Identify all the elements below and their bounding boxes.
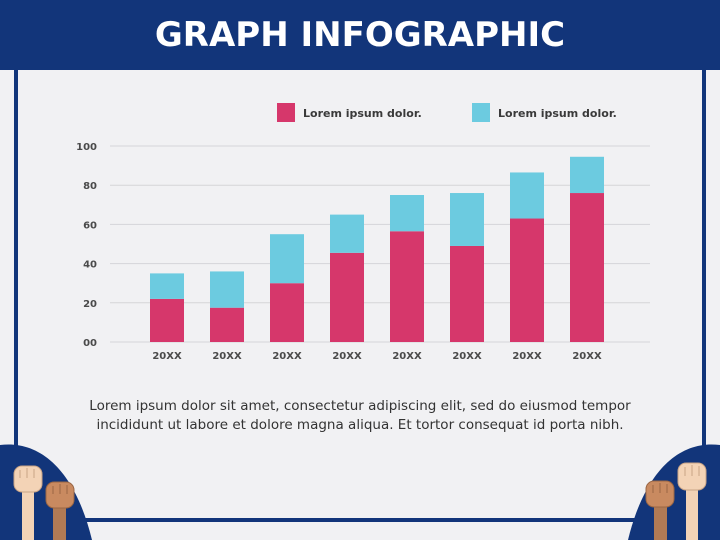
bar-segment-series-1 xyxy=(390,231,424,342)
chart-legend: Lorem ipsum dolor. Lorem ipsum dolor. xyxy=(277,103,617,122)
x-tick-label: 20XX xyxy=(452,351,482,362)
x-tick-label: 20XX xyxy=(212,351,242,362)
y-tick-label: 60 xyxy=(83,220,97,231)
bar-segment-series-2 xyxy=(510,172,544,219)
bar-segment-series-2 xyxy=(570,156,604,194)
legend-label-series-1: Lorem ipsum dolor. xyxy=(303,107,422,120)
raised-fists-right-illustration xyxy=(628,444,720,540)
chart-gridlines xyxy=(110,145,650,343)
bar-segment-series-2 xyxy=(150,273,184,299)
y-tick-label: 00 xyxy=(83,338,97,349)
x-tick-label: 20XX xyxy=(332,351,362,362)
x-tick-label: 20XX xyxy=(572,351,602,362)
legend-swatch-series-1 xyxy=(277,103,295,122)
y-axis-ticks: 00 20 40 60 80 100 xyxy=(76,142,97,349)
bar-segment-series-1 xyxy=(510,218,544,342)
bar-segment-series-2 xyxy=(330,214,364,253)
y-tick-label: 100 xyxy=(76,142,97,153)
y-tick-label: 20 xyxy=(83,299,97,310)
bar-segment-series-2 xyxy=(210,271,244,308)
frame-left-border xyxy=(14,70,18,522)
bar-segment-series-2 xyxy=(270,234,304,284)
bar-segment-series-1 xyxy=(330,252,364,342)
header-bar xyxy=(0,0,720,70)
x-tick-label: 20XX xyxy=(392,351,422,362)
raised-fists-left-illustration xyxy=(0,444,92,540)
bar-segment-series-1 xyxy=(570,193,604,342)
bar-segment-series-1 xyxy=(270,283,304,342)
x-tick-label: 20XX xyxy=(512,351,542,362)
bar-segment-series-1 xyxy=(450,245,484,342)
legend-label-series-2: Lorem ipsum dolor. xyxy=(498,107,617,120)
bar-segment-series-1 xyxy=(150,298,184,342)
x-tick-label: 20XX xyxy=(152,351,182,362)
y-tick-label: 80 xyxy=(83,181,97,192)
frame-bottom-border xyxy=(14,518,706,522)
frame-right-border xyxy=(702,70,706,522)
x-tick-label: 20XX xyxy=(272,351,302,362)
bar-segment-series-2 xyxy=(390,195,424,232)
caption-text: Lorem ipsum dolor sit amet, consectetur … xyxy=(89,398,631,433)
y-tick-label: 40 xyxy=(83,260,97,271)
bar-segment-series-2 xyxy=(450,193,484,246)
x-axis-ticks: 20XX 20XX 20XX 20XX 20XX 20XX 20XX 20XX xyxy=(152,351,602,362)
legend-swatch-series-2 xyxy=(472,103,490,122)
bar-segment-series-1 xyxy=(210,307,244,342)
page-title: GRAPH INFOGRAPHIC xyxy=(154,15,566,55)
chart-bars xyxy=(150,156,604,342)
